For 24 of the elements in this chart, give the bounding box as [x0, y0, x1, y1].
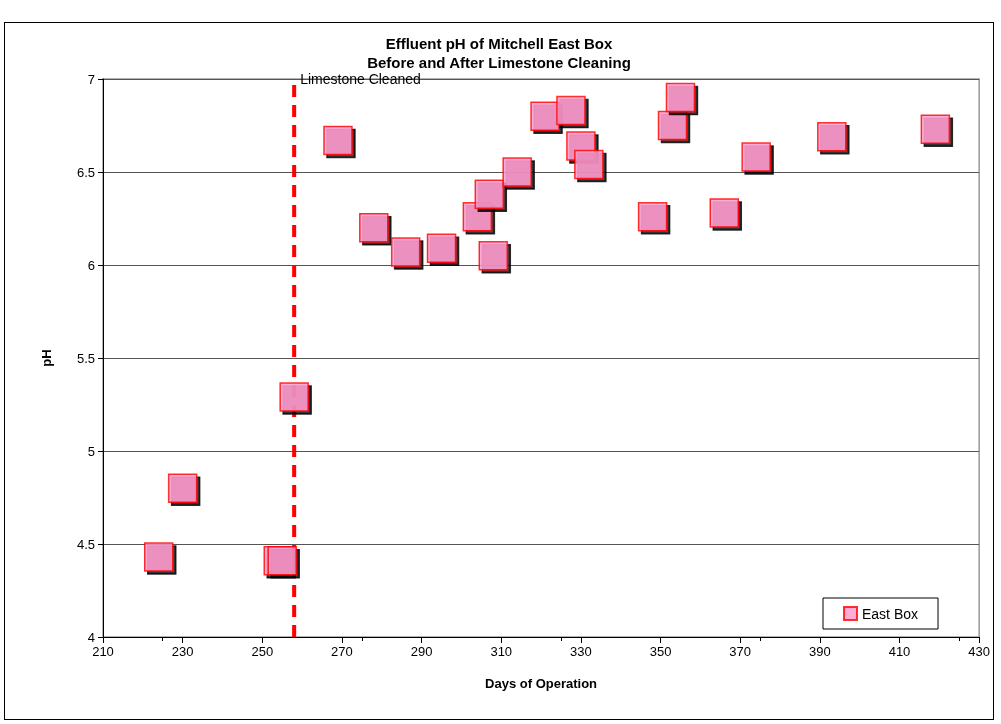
- x-tick-label: 210: [92, 644, 114, 659]
- x-tick-label: 370: [729, 644, 752, 659]
- x-tick-label: 350: [649, 644, 672, 659]
- y-tick-label: 5: [87, 443, 95, 459]
- y-tick-label: 7: [87, 71, 95, 87]
- y-tick-label: 6: [87, 257, 95, 273]
- x-tick-label: 410: [888, 644, 911, 659]
- x-tick-label: 330: [570, 644, 592, 659]
- chart-subtitle: Before and After Limestone Cleaning: [367, 54, 631, 71]
- y-tick-label: 4.5: [76, 536, 95, 552]
- x-tick-label: 390: [809, 644, 831, 659]
- x-tick-label: 250: [251, 644, 274, 659]
- y-tick-label: 6.5: [76, 164, 95, 180]
- y-tick-label: 5.5: [76, 350, 95, 366]
- chart-title: Effluent pH of Mitchell East Box: [385, 35, 613, 52]
- y-tick-label: 4: [87, 629, 95, 645]
- x-tick-label: 230: [171, 644, 194, 659]
- x-tick-label: 430: [968, 644, 991, 659]
- y-axis-title: pH: [39, 349, 54, 367]
- legend-label: East Box: [862, 605, 919, 622]
- x-tick-label: 290: [410, 644, 433, 659]
- x-axis-title: Days of Operation: [485, 676, 598, 691]
- x-tick-label: 270: [331, 644, 353, 659]
- x-tick-label: 310: [490, 644, 513, 659]
